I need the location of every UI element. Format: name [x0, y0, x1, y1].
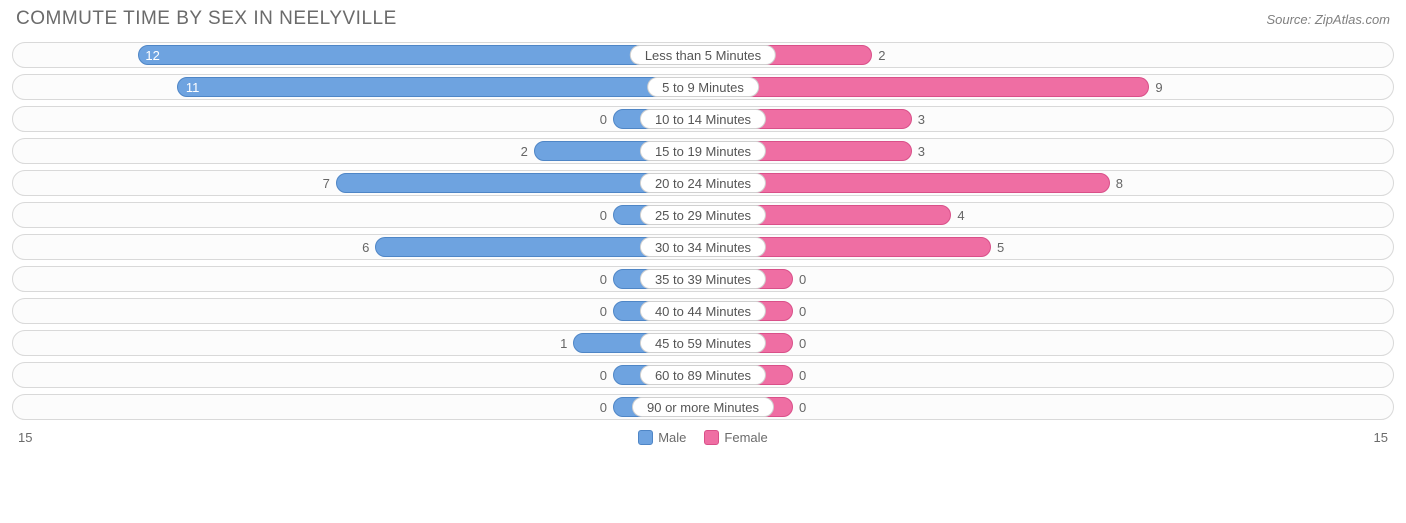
- bar-row: 5 to 9 Minutes 11 9: [12, 74, 1394, 100]
- female-value: 0: [799, 331, 806, 355]
- bar-row: 15 to 19 Minutes 2 3: [12, 138, 1394, 164]
- female-value: 4: [957, 203, 964, 227]
- category-label: 45 to 59 Minutes: [640, 333, 766, 353]
- chart-source: Source: ZipAtlas.com: [1266, 12, 1390, 27]
- category-label: 5 to 9 Minutes: [647, 77, 759, 97]
- category-label: 10 to 14 Minutes: [640, 109, 766, 129]
- female-bar: [703, 77, 1149, 97]
- legend: Male Female: [638, 430, 768, 445]
- category-label: 60 to 89 Minutes: [640, 365, 766, 385]
- female-value: 5: [997, 235, 1004, 259]
- legend-swatch: [704, 430, 719, 445]
- category-label: Less than 5 Minutes: [630, 45, 776, 65]
- bar-row: 20 to 24 Minutes 7 8: [12, 170, 1394, 196]
- female-value: 0: [799, 299, 806, 323]
- female-value: 8: [1116, 171, 1123, 195]
- chart-footer: 15 Male Female 15: [12, 426, 1394, 445]
- category-label: 35 to 39 Minutes: [640, 269, 766, 289]
- female-value: 3: [918, 107, 925, 131]
- male-value: 0: [600, 299, 607, 323]
- male-value: 0: [600, 203, 607, 227]
- male-value: 6: [362, 235, 369, 259]
- male-value: 12: [145, 43, 159, 67]
- bar-row: 45 to 59 Minutes 1 0: [12, 330, 1394, 356]
- category-label: 25 to 29 Minutes: [640, 205, 766, 225]
- bar-row: Less than 5 Minutes 12 2: [12, 42, 1394, 68]
- category-label: 15 to 19 Minutes: [640, 141, 766, 161]
- female-value: 0: [799, 363, 806, 387]
- category-label: 20 to 24 Minutes: [640, 173, 766, 193]
- male-value: 0: [600, 267, 607, 291]
- chart-area: Less than 5 Minutes1225 to 9 Minutes1191…: [12, 42, 1394, 420]
- category-label: 40 to 44 Minutes: [640, 301, 766, 321]
- bar-row: 60 to 89 Minutes 0 0: [12, 362, 1394, 388]
- bar-row: 30 to 34 Minutes 6 5: [12, 234, 1394, 260]
- female-value: 0: [799, 395, 806, 419]
- male-value: 0: [600, 107, 607, 131]
- male-bar: [138, 45, 703, 65]
- male-value: 2: [521, 139, 528, 163]
- male-value: 11: [186, 75, 200, 99]
- bar-row: 90 or more Minutes 0 0: [12, 394, 1394, 420]
- male-value: 0: [600, 395, 607, 419]
- female-value: 2: [878, 43, 885, 67]
- female-value: 3: [918, 139, 925, 163]
- female-value: 9: [1155, 75, 1162, 99]
- male-value: 0: [600, 363, 607, 387]
- male-value: 1: [560, 331, 567, 355]
- category-label: 30 to 34 Minutes: [640, 237, 766, 257]
- male-bar: [177, 77, 703, 97]
- legend-label: Female: [724, 430, 767, 445]
- legend-label: Male: [658, 430, 686, 445]
- category-label: 90 or more Minutes: [632, 397, 774, 417]
- axis-max-right: 15: [1374, 430, 1388, 445]
- axis-max-left: 15: [18, 430, 32, 445]
- legend-item: Female: [704, 430, 767, 445]
- legend-swatch: [638, 430, 653, 445]
- bar-row: 10 to 14 Minutes 0 3: [12, 106, 1394, 132]
- bar-row: 35 to 39 Minutes 0 0: [12, 266, 1394, 292]
- chart-title: COMMUTE TIME BY SEX IN NEELYVILLE: [16, 8, 397, 30]
- bar-row: 25 to 29 Minutes 0 4: [12, 202, 1394, 228]
- legend-item: Male: [638, 430, 686, 445]
- female-value: 0: [799, 267, 806, 291]
- chart-header: COMMUTE TIME BY SEX IN NEELYVILLE Source…: [12, 8, 1394, 36]
- male-value: 7: [323, 171, 330, 195]
- bar-row: 40 to 44 Minutes 0 0: [12, 298, 1394, 324]
